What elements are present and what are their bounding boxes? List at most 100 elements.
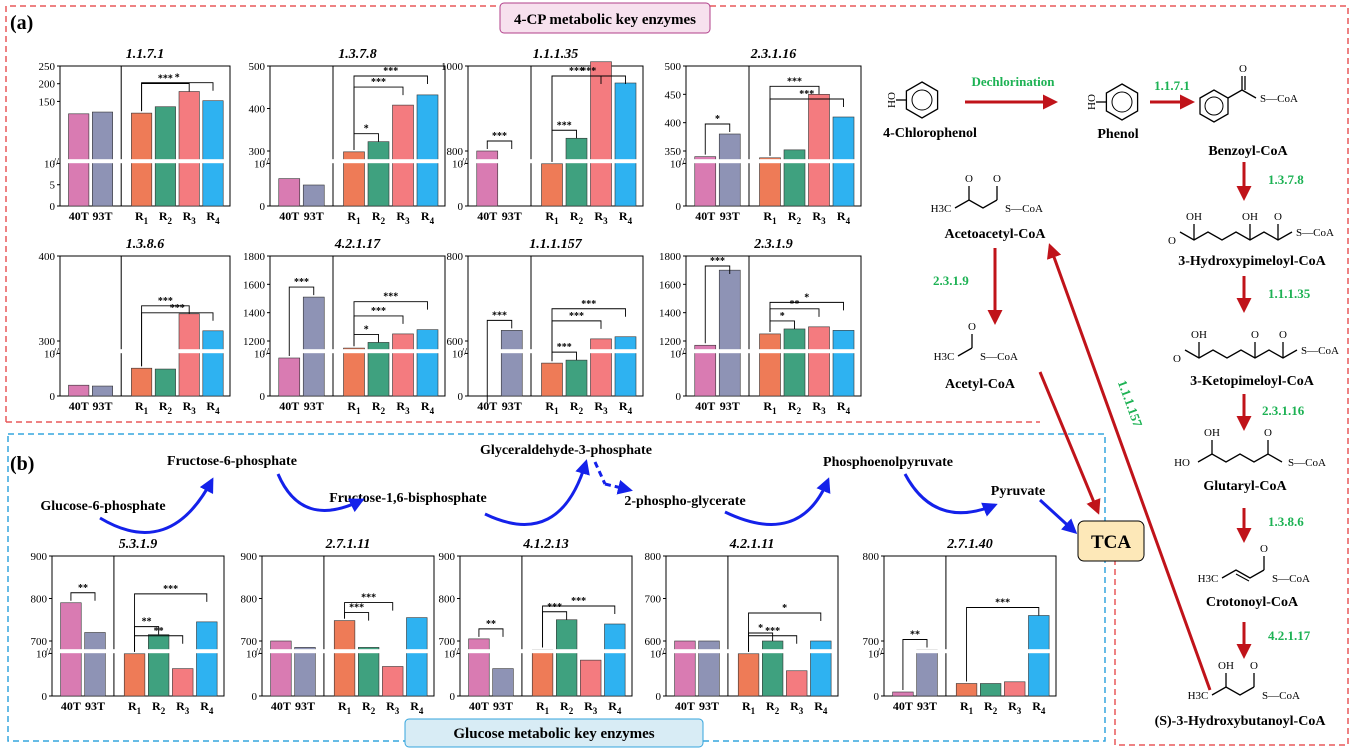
y-tick-label: 1600 — [243, 279, 266, 291]
bar-40T — [892, 691, 914, 697]
significance-label: *** — [492, 310, 507, 321]
svg-text:O: O — [993, 173, 1001, 185]
y-tick-label: 5 — [50, 180, 56, 192]
y-tick-label: 900 — [439, 551, 456, 563]
svg-text:S—CoA: S—CoA — [1005, 203, 1043, 215]
bar-93T — [718, 133, 741, 207]
break-mark: // — [877, 646, 884, 658]
chart-title: 2.3.1.16 — [750, 47, 797, 62]
x-tick-label: R3 — [396, 209, 410, 226]
significance-bracket — [902, 639, 928, 690]
y-tick-label: 350 — [665, 146, 682, 158]
x-tick-label: R3 — [386, 699, 400, 716]
x-tick-label: R2 — [159, 399, 173, 416]
bar-93T — [92, 385, 114, 397]
metabolite-crotonoyl: Crotonoyl-CoA — [1206, 595, 1299, 610]
bar-R2 — [154, 106, 176, 207]
significance-bracket — [70, 592, 96, 601]
x-tick-label: R3 — [812, 399, 826, 416]
y-tick-label: 0 — [260, 201, 266, 213]
bar-40T — [694, 156, 717, 207]
step-e7: 1.1.1.157 — [1115, 378, 1146, 429]
significance-bracket — [486, 140, 513, 149]
panel-a-border — [5, 5, 1349, 746]
svg-text:H3C: H3C — [1198, 573, 1219, 585]
x-tick-label: R3 — [1008, 699, 1022, 716]
svg-text:S—CoA: S—CoA — [1260, 93, 1298, 105]
significance-label: *** — [170, 303, 185, 314]
x-tick-label: R1 — [763, 209, 777, 226]
bar-R3 — [580, 659, 602, 697]
x-tick-label: R2 — [766, 699, 780, 716]
significance-label: ** — [154, 626, 164, 637]
significance-label: *** — [765, 626, 780, 637]
x-tick-label: R3 — [396, 399, 410, 416]
significance-label: ** — [910, 630, 920, 641]
x-tick-label: 40T — [279, 399, 299, 413]
significance-label: *** — [349, 603, 364, 614]
structure-benzoyl-coa: O S—CoA — [1199, 63, 1298, 123]
bar-R4 — [202, 100, 224, 207]
y-tick-label: 10 — [254, 348, 266, 360]
significance-label: ** — [790, 299, 800, 310]
significance-bracket — [966, 607, 1040, 682]
metabolite-pep: Phosphoenolpyruvate — [823, 455, 953, 470]
y-tick-label: 0 — [252, 691, 258, 703]
y-tick-label: 1600 — [659, 279, 682, 291]
bar-R2 — [367, 141, 390, 207]
bar-R3 — [392, 333, 414, 397]
bar-R4 — [1028, 615, 1050, 697]
bar-R2 — [556, 619, 578, 697]
significance-label: ** — [78, 583, 88, 594]
structure-hydroxybutanoyl: OH O H3C S—CoA — [1188, 660, 1300, 702]
step-e5: 1.3.8.6 — [1268, 514, 1304, 529]
svg-text:O: O — [965, 173, 973, 185]
chart-title: 1.1.1.35 — [533, 47, 579, 62]
chart-title: 1.3.7.8 — [338, 47, 377, 62]
bar-R4 — [202, 330, 224, 397]
significance-label: *** — [557, 342, 572, 353]
significance-bracket — [551, 75, 626, 162]
significance-bracket — [478, 628, 504, 637]
svg-text:O: O — [1168, 235, 1176, 247]
break-mark: // — [263, 346, 270, 358]
significance-label: *** — [361, 593, 376, 604]
break-mark: // — [45, 646, 52, 658]
bar-40T — [278, 178, 301, 207]
bar-93T — [492, 668, 514, 697]
chart-title: 1.3.8.6 — [126, 237, 165, 252]
svg-text:O: O — [1239, 63, 1247, 75]
y-tick-label: 700 — [863, 636, 880, 648]
significance-bracket — [344, 602, 394, 619]
metabolite-pyr: Pyruvate — [991, 484, 1045, 499]
y-tick-label: 10 — [452, 158, 464, 170]
y-tick-label: 900 — [31, 551, 48, 563]
x-tick-label: 40T — [675, 699, 695, 713]
significance-label: *** — [799, 89, 814, 100]
x-tick-label: 93T — [92, 209, 112, 223]
y-tick-label: 800 — [447, 146, 464, 158]
break-mark: // — [53, 156, 60, 168]
metabolite-glutaryl: Glutaryl-CoA — [1203, 479, 1287, 494]
metabolite-hydroxypimeloyl: 3-Hydroxypimeloyl-CoA — [1178, 254, 1326, 269]
break-mark: // — [453, 646, 460, 658]
x-tick-label: R2 — [152, 699, 166, 716]
x-tick-label: 40T — [695, 209, 715, 223]
significance-bracket — [704, 265, 731, 344]
x-tick-label: 93T — [720, 399, 740, 413]
x-tick-label: R3 — [176, 699, 190, 716]
y-tick-label: 0 — [458, 391, 464, 403]
chart-title: 2.7.1.11 — [325, 537, 371, 552]
chart-title: 1.1.1.157 — [529, 237, 583, 252]
bar-R1 — [737, 653, 760, 697]
y-tick-label: 200 — [39, 79, 56, 91]
y-tick-label: 10 — [452, 348, 464, 360]
structure-phenol: HO — [1086, 83, 1139, 121]
panel-a-letter: (a) — [10, 12, 33, 34]
x-tick-label: R1 — [128, 699, 142, 716]
break-mark: // — [263, 156, 270, 168]
